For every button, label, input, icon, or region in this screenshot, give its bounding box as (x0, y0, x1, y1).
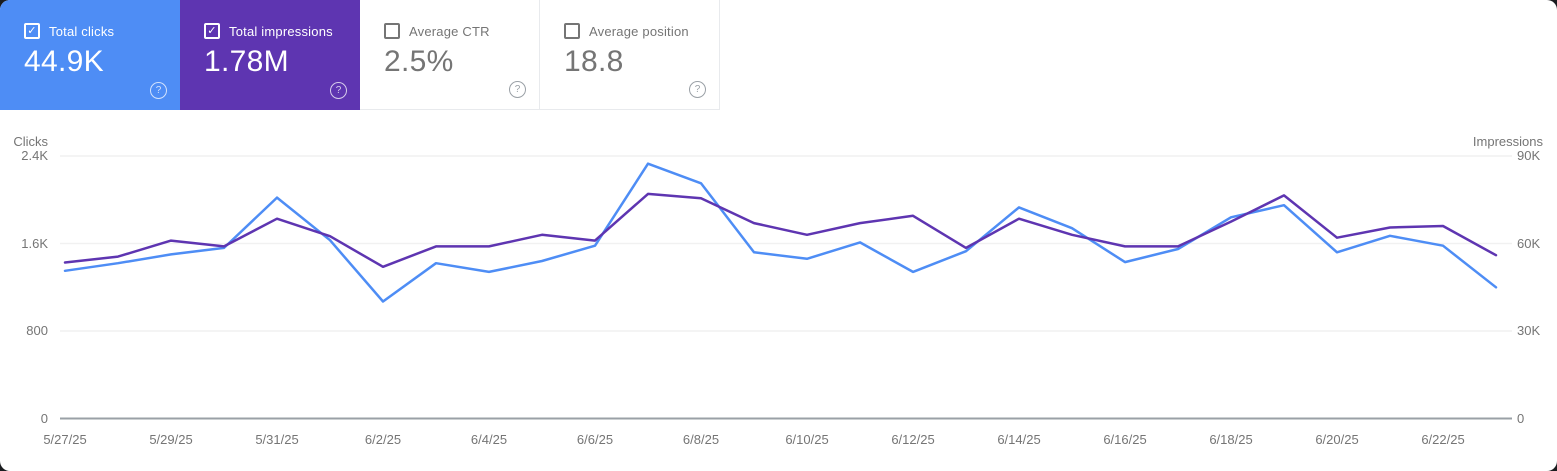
x-axis-tick: 6/20/25 (1315, 431, 1359, 447)
y-axis-tick-right: 30K (1517, 323, 1541, 338)
checkbox-unchecked-icon[interactable] (384, 23, 400, 39)
right-axis-title: Impressions (1472, 134, 1543, 149)
y-axis-tick-left: 800 (26, 323, 48, 338)
y-axis-tick-left: 0 (40, 410, 48, 426)
help-icon[interactable]: ? (509, 81, 526, 98)
metric-card-total-clicks[interactable]: ✓ Total clicks 44.9K ? (0, 0, 180, 110)
chart-canvas (60, 155, 1512, 420)
y-axis-tick-right: 90K (1517, 148, 1541, 163)
x-axis-tick: 6/18/25 (1209, 431, 1253, 447)
metric-card-value: 44.9K (24, 45, 104, 78)
metric-card-header: ✓ Total clicks (24, 23, 114, 39)
help-icon[interactable]: ? (689, 81, 706, 98)
clicks-line (63, 162, 1498, 303)
x-axis-tick: 6/12/25 (891, 431, 935, 447)
checkbox-unchecked-icon[interactable] (564, 23, 580, 39)
x-axis-tick: 6/4/25 (470, 431, 508, 447)
metric-card-value: 1.78M (204, 45, 289, 78)
metric-card-header: Average CTR (384, 23, 490, 39)
impressions-line (63, 192, 1498, 269)
metric-card-average-position[interactable]: Average position 18.8 ? (540, 0, 720, 110)
metric-cards-row: ✓ Total clicks 44.9K ? ✓ Total impressio… (0, 0, 720, 110)
metric-card-header: Average position (564, 23, 689, 39)
help-icon[interactable]: ? (330, 82, 347, 99)
metric-card-value: 18.8 (564, 45, 624, 78)
metric-card-label: Total impressions (229, 23, 333, 39)
y-axis-tick-left: 1.6K (21, 235, 48, 251)
x-axis-tick: 6/10/25 (785, 431, 829, 447)
left-axis-title: Clicks (13, 134, 48, 149)
metric-card-average-ctr[interactable]: Average CTR 2.5% ? (360, 0, 540, 110)
y-axis-tick-right: 0 (1517, 410, 1525, 426)
performance-line-chart[interactable]: Clicks Impressions 2.4K 1.6K 800 0 90K 60K 30K… (0, 110, 1557, 471)
help-icon[interactable]: ? (150, 82, 167, 99)
x-axis-tick: 5/31/25 (255, 431, 299, 447)
x-axis-tick: 6/6/25 (576, 431, 614, 447)
checkbox-checked-icon[interactable]: ✓ (24, 23, 40, 39)
y-axis-tick-right: 60K (1517, 235, 1541, 251)
metric-card-label: Average position (589, 23, 689, 39)
y-axis-tick-left: 2.4K (21, 148, 48, 163)
x-axis-tick: 6/8/25 (682, 431, 720, 447)
x-axis-tick: 6/14/25 (997, 431, 1041, 447)
x-axis-tick: 6/16/25 (1103, 431, 1147, 447)
x-axis-tick: 5/29/25 (149, 431, 193, 447)
metric-card-label: Total clicks (49, 23, 115, 39)
x-axis-tick: 5/27/25 (43, 431, 87, 447)
metric-card-label: Average CTR (409, 23, 490, 39)
x-axis-tick: 6/22/25 (1421, 431, 1465, 447)
metric-card-header: ✓ Total impressions (204, 23, 333, 39)
metric-card-total-impressions[interactable]: ✓ Total impressions 1.78M ? (180, 0, 360, 110)
metric-card-value: 2.5% (384, 45, 454, 78)
x-axis-tick: 6/2/25 (364, 431, 402, 447)
checkbox-checked-icon[interactable]: ✓ (204, 23, 220, 39)
